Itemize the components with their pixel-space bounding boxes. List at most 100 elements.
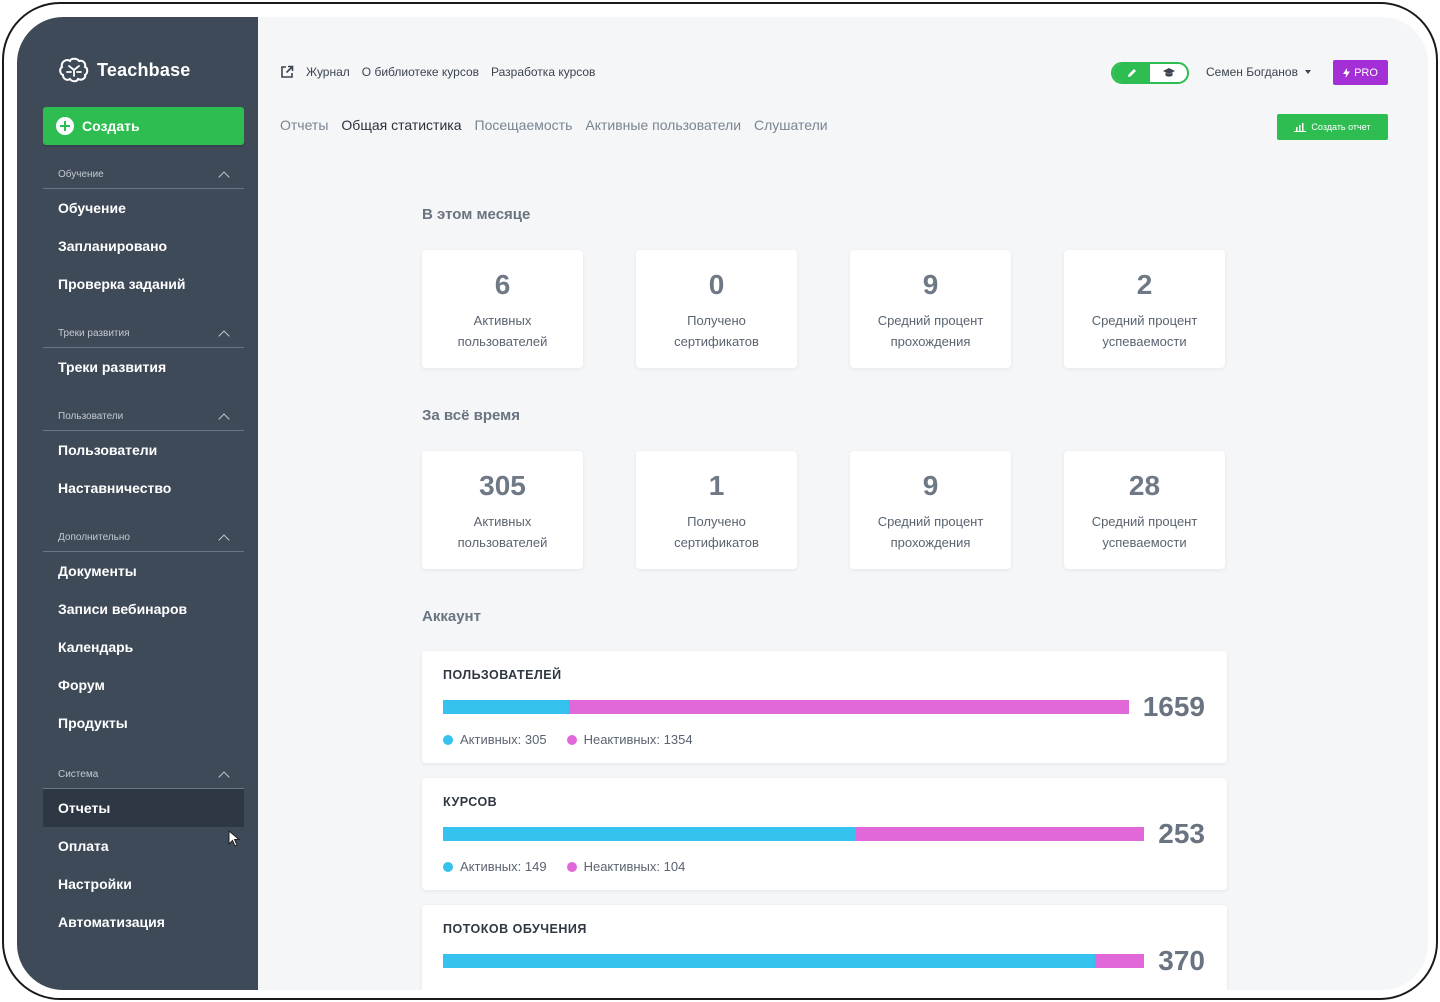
create-button[interactable]: Создать	[43, 107, 244, 145]
link-course-library[interactable]: О библиотеке курсов	[361, 65, 480, 79]
mouse-cursor-icon	[228, 830, 241, 847]
tab-attendance[interactable]: Посещаемость	[474, 117, 573, 133]
sidebar-item-users[interactable]: Пользователи	[58, 442, 158, 458]
sidebar: Teachbase Создать Обучение Обучение Запл…	[17, 17, 258, 990]
stat-label: Получено сертификатов	[674, 514, 759, 550]
report-tabs: Отчеты Общая статистика Посещаемость Акт…	[280, 117, 828, 133]
all-time-stats: 305 Активных пользователей 1 Получено се…	[422, 451, 1225, 569]
active-segment	[443, 954, 1095, 968]
account-total: 253	[1158, 818, 1205, 849]
section-title: Обучение	[58, 169, 104, 180]
ratio-bar	[443, 700, 1129, 714]
stat-card: 305 Активных пользователей	[422, 451, 583, 569]
stat-value: 305	[479, 470, 526, 501]
ratio-bar	[443, 954, 1144, 968]
section-header[interactable]: Пользователи	[43, 403, 244, 431]
account-card-streams: ПОТОКОВ ОБУЧЕНИЯ 370	[422, 905, 1227, 990]
sidebar-item-reports[interactable]: Отчеты	[43, 789, 244, 827]
chevron-up-icon	[218, 329, 230, 342]
tab-general-statistics[interactable]: Общая статистика	[341, 117, 462, 133]
inactive-dot-icon	[566, 861, 577, 872]
sidebar-item-learning[interactable]: Обучение	[58, 200, 126, 216]
stat-label: Средний процент прохождения	[877, 313, 984, 349]
legend-active-label: Активных: 305	[460, 732, 547, 747]
section-header[interactable]: Обучение	[43, 161, 244, 189]
external-link-icon[interactable]	[280, 65, 294, 79]
plus-circle-icon	[56, 117, 74, 135]
active-segment	[443, 827, 856, 841]
tab-listeners[interactable]: Слушатели	[754, 117, 828, 133]
learner-mode-segment[interactable]	[1150, 64, 1187, 82]
this-month-stats: 6 Активных пользователей 0 Получено серт…	[422, 250, 1225, 368]
user-menu[interactable]: Семен Богданов	[1206, 65, 1311, 79]
sidebar-item-payment[interactable]: Оплата	[58, 838, 109, 854]
stat-label: Получено сертификатов	[674, 313, 759, 349]
stat-label: Средний процент прохождения	[877, 514, 984, 550]
active-segment	[443, 700, 570, 714]
create-button-label: Создать	[82, 118, 140, 134]
sidebar-item-products[interactable]: Продукты	[58, 715, 128, 731]
all-time-heading: За всё время	[422, 407, 520, 424]
brain-logo-icon	[59, 57, 89, 83]
nav-section-learning: Обучение Обучение Запланировано Проверка…	[43, 161, 244, 303]
inactive-segment	[1094, 954, 1144, 968]
legend-active: Активных: 149	[443, 859, 547, 874]
link-journal[interactable]: Журнал	[306, 65, 350, 79]
stat-value: 9	[922, 269, 939, 300]
stat-card: 28 Средний процент успеваемости	[1064, 451, 1225, 569]
brand-name: Teachbase	[97, 59, 191, 80]
sidebar-item-tracks[interactable]: Треки развития	[58, 359, 167, 375]
stat-value: 1	[708, 470, 725, 501]
legend-inactive: Неактивных: 104	[566, 859, 685, 874]
section-title: Треки развития	[58, 328, 130, 339]
section-header[interactable]: Дополнительно	[43, 524, 244, 552]
sidebar-item-mentoring[interactable]: Наставничество	[58, 480, 172, 496]
account-total: 1659	[1142, 691, 1205, 722]
legend-inactive-label: Неактивных: 1354	[583, 732, 693, 747]
nav-section-users: Пользователи Пользователи Наставничество	[43, 403, 244, 507]
create-report-button[interactable]: Создать отчет	[1277, 114, 1388, 140]
section-header[interactable]: Треки развития	[43, 320, 244, 348]
pro-label: PRO	[1354, 66, 1378, 79]
sidebar-item-settings[interactable]: Настройки	[58, 876, 132, 892]
stat-label: Активных пользователей	[457, 313, 548, 349]
stat-card: 1 Получено сертификатов	[636, 451, 797, 569]
chevron-up-icon	[218, 533, 230, 546]
legend-inactive: Неактивных: 1354	[566, 732, 693, 747]
tab-active-users[interactable]: Активные пользователи	[585, 117, 742, 133]
inactive-segment	[569, 700, 1129, 714]
mode-toggle[interactable]	[1111, 62, 1189, 84]
stat-value: 2	[1136, 269, 1153, 300]
logo[interactable]: Teachbase	[59, 57, 191, 83]
sidebar-item-scheduled[interactable]: Запланировано	[58, 238, 168, 254]
account-card-courses: КУРСОВ 253 Активных: 149 Неактивных: 104	[422, 778, 1227, 890]
pro-badge[interactable]: PRO	[1333, 60, 1388, 85]
sidebar-item-documents[interactable]: Документы	[58, 563, 137, 579]
stat-label: Активных пользователей	[457, 514, 548, 550]
stat-value: 28	[1128, 470, 1161, 501]
stat-label: Средний процент успеваемости	[1091, 313, 1198, 349]
create-report-label: Создать отчет	[1311, 122, 1371, 132]
stat-card: 0 Получено сертификатов	[636, 250, 797, 368]
sidebar-item-automation[interactable]: Автоматизация	[58, 914, 165, 930]
sidebar-item-webinar-records[interactable]: Записи вебинаров	[58, 601, 188, 617]
sidebar-item-assignment-review[interactable]: Проверка заданий	[58, 276, 186, 292]
ratio-bar	[443, 827, 1144, 841]
section-header[interactable]: Система	[43, 761, 244, 789]
lightning-icon	[1343, 67, 1351, 78]
tab-reports[interactable]: Отчеты	[280, 117, 329, 133]
chevron-up-icon	[218, 770, 230, 783]
sidebar-item-forum[interactable]: Форум	[58, 677, 105, 693]
section-title: Дополнительно	[58, 532, 130, 543]
stat-card: 9 Средний процент прохождения	[850, 451, 1011, 569]
sidebar-item-calendar[interactable]: Календарь	[58, 639, 134, 655]
edit-mode-segment[interactable]	[1113, 64, 1150, 82]
stat-value: 9	[922, 470, 939, 501]
inactive-dot-icon	[566, 734, 577, 745]
caret-down-icon	[1304, 70, 1311, 74]
stat-value: 6	[494, 269, 511, 300]
inactive-segment	[855, 827, 1144, 841]
bar-chart-icon	[1294, 123, 1307, 132]
link-course-development[interactable]: Разработка курсов	[491, 65, 596, 79]
